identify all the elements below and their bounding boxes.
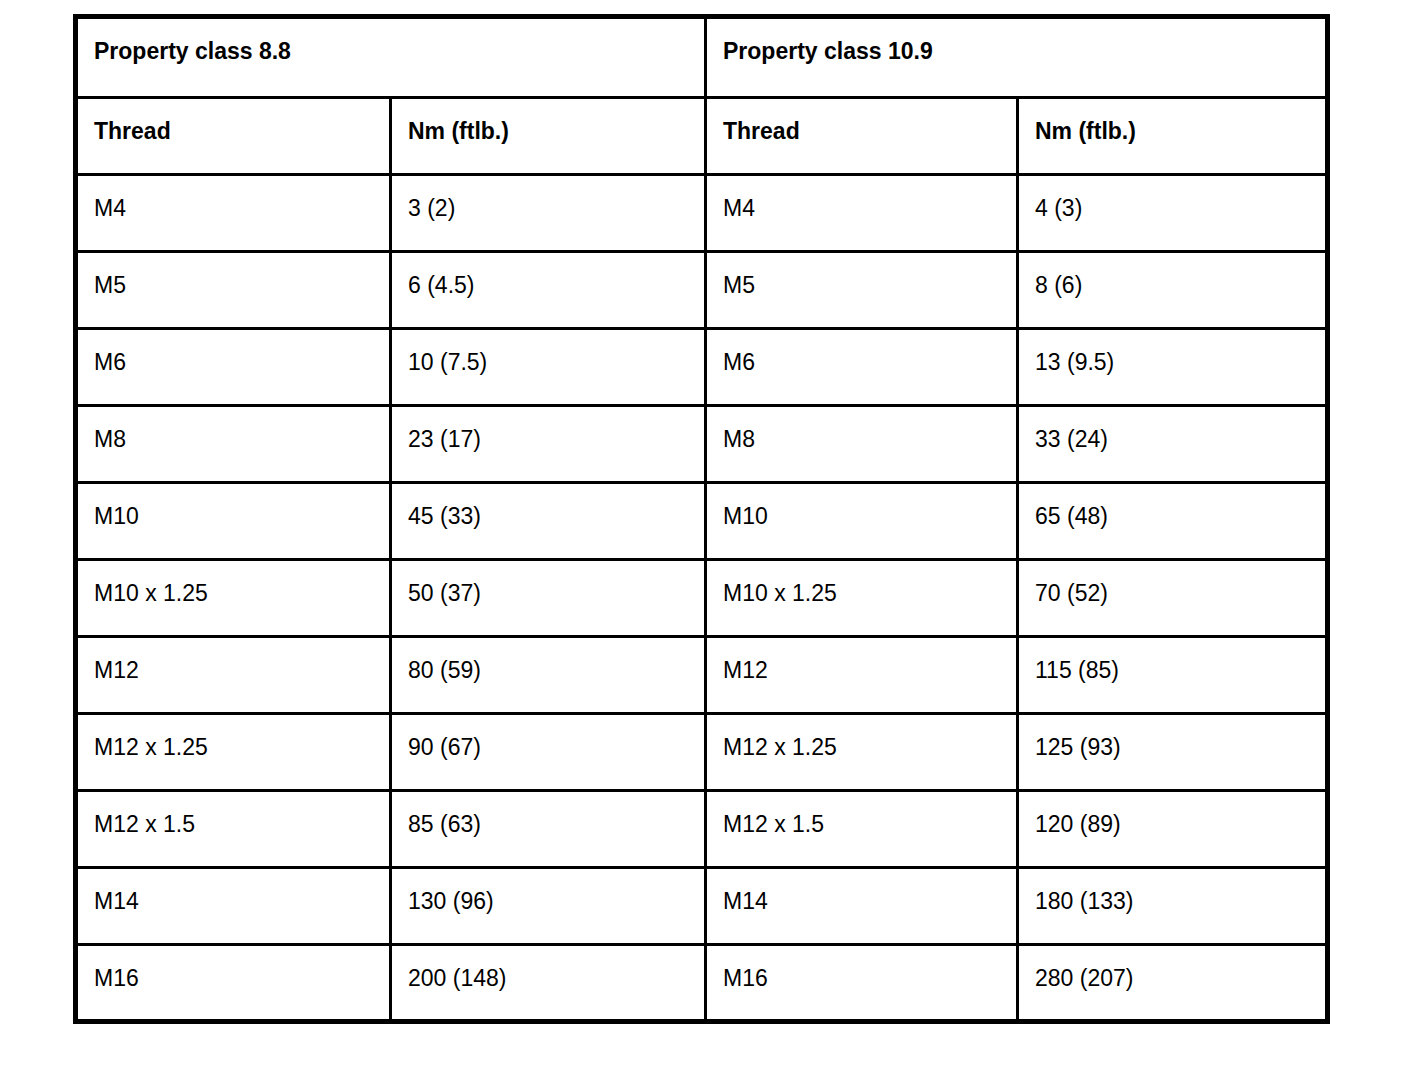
torque-cell: 180 (133): [1018, 868, 1328, 945]
thread-cell: M10 x 1.25: [76, 560, 391, 637]
torque-cell: 10 (7.5): [391, 329, 706, 406]
thread-cell: M16: [706, 945, 1018, 1022]
table-row-m14: M14 130 (96) M14 180 (133): [76, 868, 1328, 945]
torque-cell: 3 (2): [391, 175, 706, 252]
thread-cell: M12: [76, 637, 391, 714]
torque-cell: 125 (93): [1018, 714, 1328, 791]
torque-cell: 33 (24): [1018, 406, 1328, 483]
table-row-m16: M16 200 (148) M16 280 (207): [76, 945, 1328, 1022]
table-row-m6: M6 10 (7.5) M6 13 (9.5): [76, 329, 1328, 406]
table-row-m12x125: M12 x 1.25 90 (67) M12 x 1.25 125 (93): [76, 714, 1328, 791]
property-class-8-8-header: Property class 8.8: [76, 17, 706, 98]
torque-cell: 120 (89): [1018, 791, 1328, 868]
torque-cell: 90 (67): [391, 714, 706, 791]
torque-column-header-right: Nm (ftlb.): [1018, 98, 1328, 175]
torque-cell: 8 (6): [1018, 252, 1328, 329]
column-header-row: Thread Nm (ftlb.) Thread Nm (ftlb.): [76, 98, 1328, 175]
thread-cell: M12: [706, 637, 1018, 714]
thread-cell: M12 x 1.5: [76, 791, 391, 868]
torque-cell: 280 (207): [1018, 945, 1328, 1022]
torque-cell: 6 (4.5): [391, 252, 706, 329]
torque-cell: 4 (3): [1018, 175, 1328, 252]
thread-cell: M12 x 1.25: [76, 714, 391, 791]
thread-cell: M4: [706, 175, 1018, 252]
table-row-m4: M4 3 (2) M4 4 (3): [76, 175, 1328, 252]
torque-cell: 23 (17): [391, 406, 706, 483]
torque-cell: 70 (52): [1018, 560, 1328, 637]
thread-cell: M10 x 1.25: [706, 560, 1018, 637]
thread-cell: M6: [706, 329, 1018, 406]
property-class-header-row: Property class 8.8 Property class 10.9: [76, 17, 1328, 98]
torque-spec-table: Property class 8.8 Property class 10.9 T…: [73, 14, 1330, 1024]
torque-cell: 50 (37): [391, 560, 706, 637]
thread-cell: M16: [76, 945, 391, 1022]
thread-cell: M14: [76, 868, 391, 945]
table-row-m12: M12 80 (59) M12 115 (85): [76, 637, 1328, 714]
torque-cell: 130 (96): [391, 868, 706, 945]
table-row-m10: M10 45 (33) M10 65 (48): [76, 483, 1328, 560]
thread-cell: M14: [706, 868, 1018, 945]
table-row-m5: M5 6 (4.5) M5 8 (6): [76, 252, 1328, 329]
torque-cell: 85 (63): [391, 791, 706, 868]
torque-cell: 115 (85): [1018, 637, 1328, 714]
thread-column-header-left: Thread: [76, 98, 391, 175]
torque-cell: 80 (59): [391, 637, 706, 714]
table-row-m12x15: M12 x 1.5 85 (63) M12 x 1.5 120 (89): [76, 791, 1328, 868]
thread-cell: M5: [706, 252, 1018, 329]
torque-column-header-left: Nm (ftlb.): [391, 98, 706, 175]
torque-cell: 45 (33): [391, 483, 706, 560]
thread-cell: M8: [706, 406, 1018, 483]
thread-cell: M12 x 1.25: [706, 714, 1018, 791]
thread-column-header-right: Thread: [706, 98, 1018, 175]
thread-cell: M10: [76, 483, 391, 560]
thread-cell: M4: [76, 175, 391, 252]
table-row-m8: M8 23 (17) M8 33 (24): [76, 406, 1328, 483]
torque-cell: 200 (148): [391, 945, 706, 1022]
manual-page: Property class 8.8 Property class 10.9 T…: [0, 0, 1408, 1070]
torque-cell: 65 (48): [1018, 483, 1328, 560]
thread-cell: M12 x 1.5: [706, 791, 1018, 868]
thread-cell: M8: [76, 406, 391, 483]
thread-cell: M5: [76, 252, 391, 329]
property-class-10-9-header: Property class 10.9: [706, 17, 1328, 98]
torque-cell: 13 (9.5): [1018, 329, 1328, 406]
table-row-m10x125: M10 x 1.25 50 (37) M10 x 1.25 70 (52): [76, 560, 1328, 637]
thread-cell: M6: [76, 329, 391, 406]
thread-cell: M10: [706, 483, 1018, 560]
